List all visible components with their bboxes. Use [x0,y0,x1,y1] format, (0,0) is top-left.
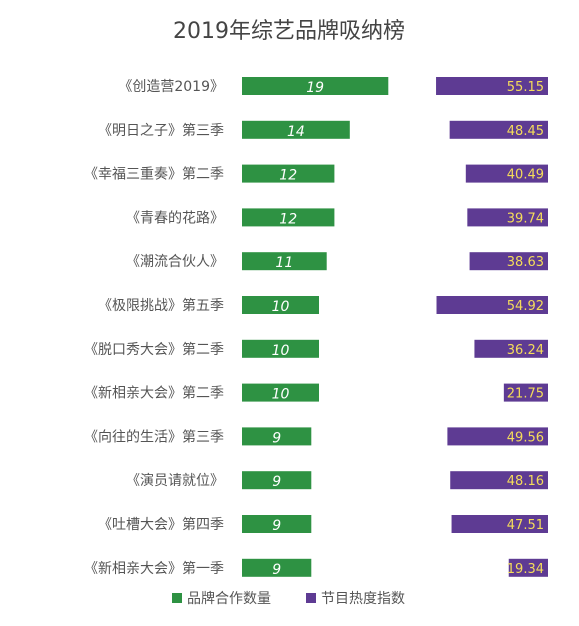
heat-bar [467,208,548,227]
brand-bar [242,164,335,183]
brand-bar [242,471,312,490]
legend-label-brand: 品牌合作数量 [187,590,271,607]
chart-legend: 品牌合作数量 节目热度指数 [172,590,405,607]
brand-bar [242,208,335,227]
category-label: 《新相亲大会》第一季 [84,560,224,577]
heat-value-label: 48.45 [507,124,544,139]
brand-bar [242,383,319,402]
category-label: 《创造营2019》 [118,79,224,95]
brand-bar [242,296,319,314]
brand-value-label: 9 [272,430,281,446]
brand-value-label: 10 [272,343,290,359]
heat-value-label: 38.63 [507,255,544,270]
brand-bar [242,515,312,533]
brand-bar [242,252,327,271]
legend-swatch-heat [306,593,316,603]
brand-bar [242,77,389,95]
category-label: 《演员请就位》 [126,473,224,489]
category-label: 《极限挑战》第五季 [98,297,224,314]
legend-label-heat: 节目热度指数 [321,591,405,607]
heat-value-label: 19.34 [507,562,544,577]
heat-bar [503,383,548,402]
heat-bar [465,164,548,183]
heat-bar [450,471,548,490]
brand-value-label: 10 [272,387,290,403]
heat-bar [436,296,548,314]
heat-value-label: 48.16 [507,474,544,489]
brand-value-label: 9 [272,474,281,490]
category-label: 《吐槽大会》第四季 [98,516,224,533]
heat-value-label: 39.74 [507,211,544,226]
heat-value-label: 55.15 [507,80,544,95]
category-label: 《潮流合伙人》 [126,254,224,270]
category-label: 《新相亲大会》第二季 [84,385,224,402]
heat-bar [451,515,548,533]
brand-bar [242,339,319,358]
brand-bar [242,558,312,577]
brand-value-label: 11 [275,255,293,271]
category-label: 《向往的生活》第三季 [84,428,224,445]
chart-rows: 《创造营2019》 19 55.15 《明日之子》第三季 14 48.45 《幸福三重奏》第… [84,77,548,578]
brand-value-label: 14 [287,124,305,140]
heat-value-label: 54.92 [507,299,544,314]
heat-value-label: 47.51 [507,518,544,533]
brand-value-label: 19 [306,80,324,96]
brand-bar [242,427,312,446]
brand-value-label: 9 [272,562,281,578]
brand-value-label: 9 [272,518,281,534]
category-label: 《脱口秀大会》第二季 [84,341,224,358]
chart-title: 2019年综艺品牌吸纳榜 [173,19,405,44]
brand-value-label: 12 [279,211,297,227]
category-label: 《幸福三重奏》第二季 [84,166,224,183]
heat-value-label: 21.75 [507,387,544,402]
brand-value-label: 10 [272,299,290,315]
heat-value-label: 36.24 [507,343,544,358]
heat-bar [436,77,548,95]
heat-value-label: 40.49 [507,168,544,183]
heat-bar [449,120,548,139]
brand-bar [242,120,350,139]
legend-swatch-brand [172,593,182,603]
heat-bar [508,558,548,577]
heat-bar [474,339,548,358]
category-label: 《青春的花路》 [126,210,224,226]
category-label: 《明日之子》第三季 [98,122,224,139]
heat-bar [447,427,548,446]
heat-bar [469,252,548,271]
brand-value-label: 12 [279,168,297,184]
heat-value-label: 49.56 [507,430,544,445]
